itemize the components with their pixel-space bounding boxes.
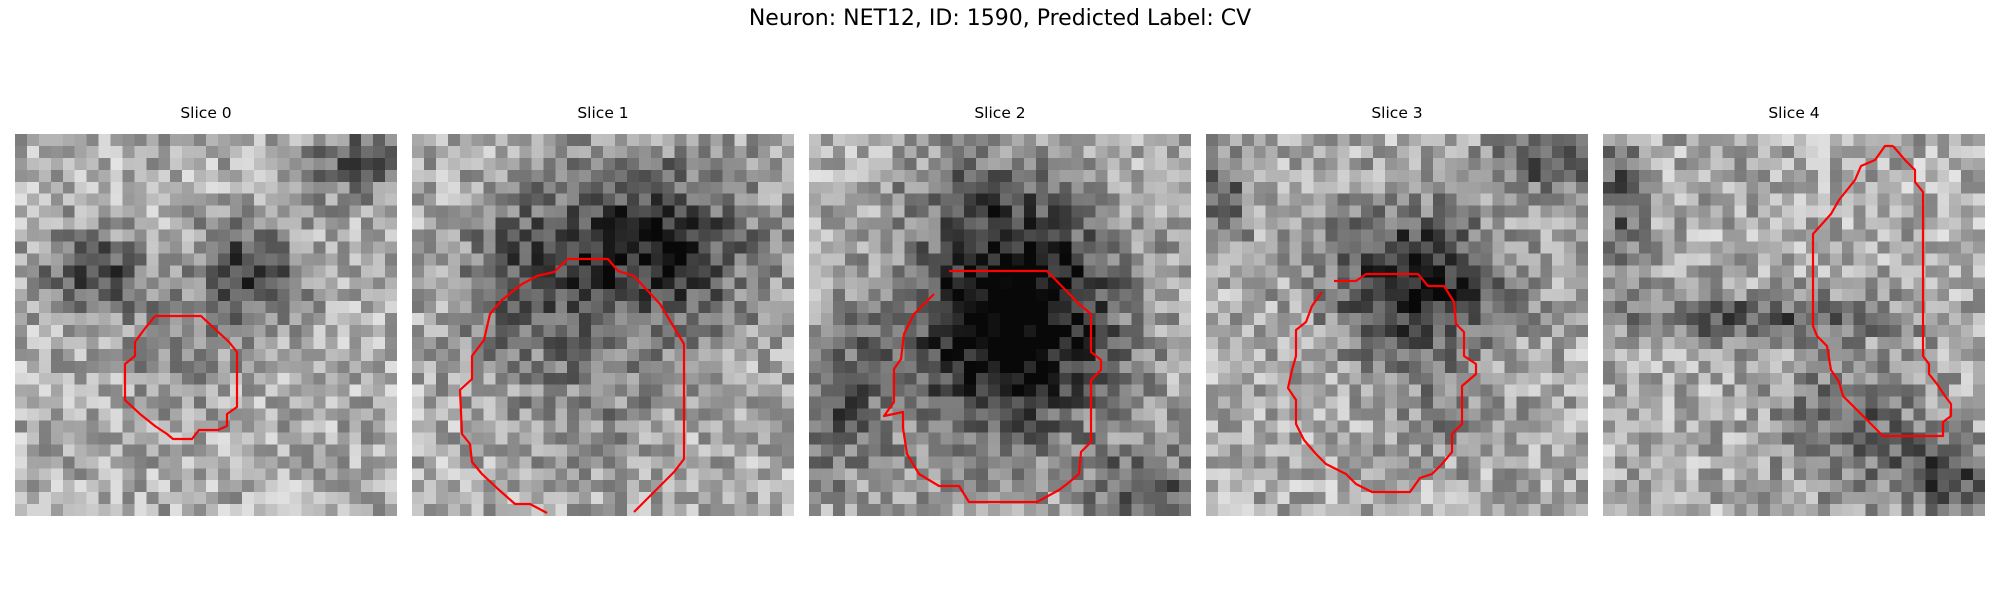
slice-image	[412, 134, 794, 516]
slice-image	[1206, 134, 1588, 516]
slice-image	[15, 134, 397, 516]
slice-panel-0: Slice 0	[15, 104, 397, 516]
slice-panel-2: Slice 2	[809, 104, 1191, 516]
slice-title: Slice 0	[180, 104, 232, 122]
figure-title: Neuron: NET12, ID: 1590, Predicted Label…	[748, 6, 1252, 31]
roi-contour	[1286, 272, 1478, 494]
slice-title: Slice 3	[1371, 104, 1423, 122]
slice-title: Slice 4	[1768, 104, 1820, 122]
slice-title: Slice 1	[577, 104, 629, 122]
slice-image	[809, 134, 1191, 516]
roi-contour	[458, 257, 686, 514]
slice-panel-1: Slice 1	[412, 104, 794, 516]
slice-panel-4: Slice 4	[1603, 104, 1985, 516]
roi-contour	[1811, 144, 1953, 438]
slice-image	[1603, 134, 1985, 516]
roi-contour	[123, 314, 239, 441]
slice-panel-3: Slice 3	[1206, 104, 1588, 516]
roi-contour	[882, 269, 1103, 504]
slice-title: Slice 2	[974, 104, 1026, 122]
